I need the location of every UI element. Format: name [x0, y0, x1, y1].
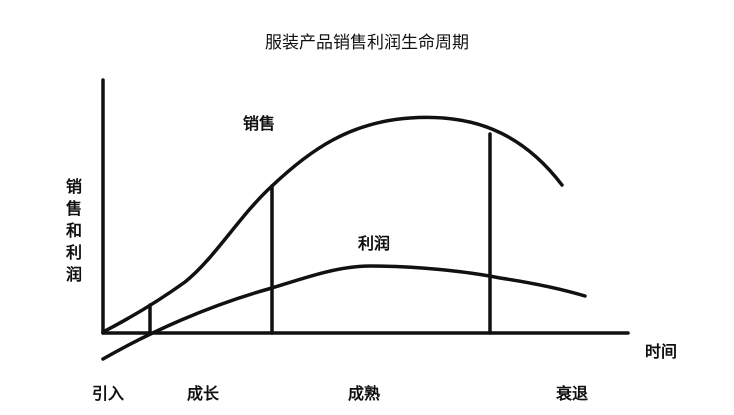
profit-curve-label: 利润 — [358, 234, 391, 253]
profit-curve — [101, 264, 587, 361]
diagram-title: 服装产品销售利润生命周期 — [265, 33, 469, 53]
sales-curve — [101, 115, 564, 334]
y-axis-label: 销售和利润 — [66, 177, 83, 284]
stage-label-intro: 引入 — [92, 384, 125, 403]
stage-label-maturity: 成熟 — [348, 384, 381, 403]
sales-curve-label: 销售 — [243, 114, 276, 133]
x-axis-label: 时间 — [645, 342, 678, 361]
stage-label-growth: 成长 — [187, 384, 220, 403]
stage-label-decline: 衰退 — [556, 384, 589, 403]
